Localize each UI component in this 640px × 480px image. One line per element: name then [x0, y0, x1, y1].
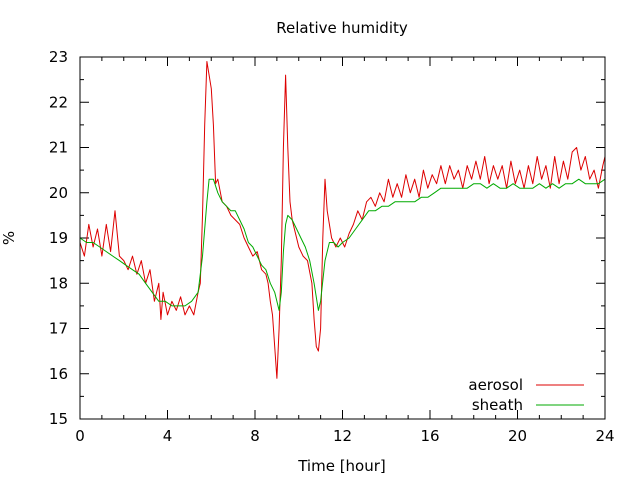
y-tick-label: 18	[49, 274, 68, 292]
series-line-sheath	[79, 178, 606, 311]
x-tick-label: 4	[163, 427, 173, 445]
x-tick-label: 8	[250, 427, 260, 445]
x-axis-label: Time [hour]	[297, 457, 386, 475]
series-line-aerosol	[79, 61, 606, 379]
chart-title: Relative humidity	[276, 19, 408, 37]
y-tick-label: 20	[49, 184, 68, 202]
plot-area-frame	[79, 56, 606, 420]
legend-label-sheath: sheath	[472, 396, 523, 414]
plot-series	[79, 61, 606, 379]
x-tick-label: 0	[75, 427, 85, 445]
x-tick-label: 12	[333, 427, 352, 445]
legend: aerosol sheath	[468, 376, 584, 414]
y-tick-label: 22	[49, 93, 68, 111]
x-tick-label: 16	[420, 427, 439, 445]
y-tick-label: 19	[49, 229, 68, 247]
y-axis-label: %	[0, 231, 18, 245]
x-tick-label: 20	[508, 427, 527, 445]
y-tick-label: 17	[49, 320, 68, 338]
y-tick-label: 15	[49, 410, 68, 428]
y-tick-label: 21	[49, 139, 68, 157]
legend-label-aerosol: aerosol	[468, 376, 523, 394]
y-tick-label: 23	[49, 48, 68, 66]
y-tick-label: 16	[49, 365, 68, 383]
axis-ticks: 0 4 8 12 16 20 24 15 16 17 18 19 20 21 22 23	[49, 48, 615, 445]
x-tick-label: 24	[595, 427, 614, 445]
